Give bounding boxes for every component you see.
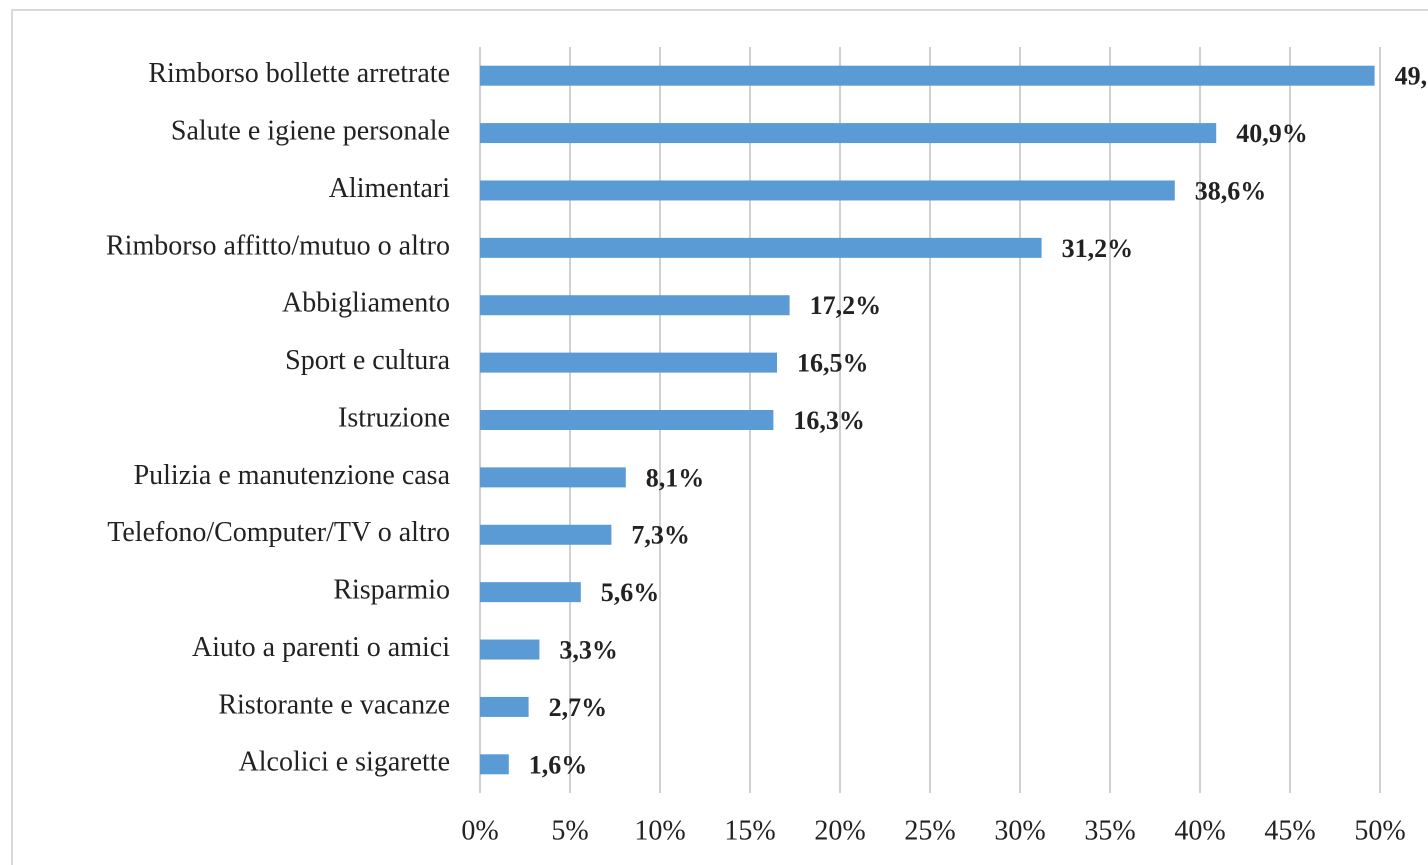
y-tick-label: Sport e cultura	[285, 345, 450, 376]
data-label: 7,3%	[631, 521, 690, 550]
data-label: 16,3%	[793, 406, 865, 435]
chart-frame	[11, 9, 1428, 865]
x-tick-label: 25%	[904, 815, 955, 846]
data-label: 5,6%	[601, 578, 660, 607]
data-label: 1,6%	[529, 750, 588, 779]
y-tick-label: Aiuto a parenti o amici	[192, 632, 450, 663]
y-tick-label: Alimentari	[329, 173, 451, 204]
bar	[480, 696, 529, 717]
data-label: 16,5%	[797, 349, 869, 378]
bar	[480, 237, 1042, 258]
x-tick-label: 50%	[1354, 815, 1405, 846]
x-tick-label: 35%	[1084, 815, 1135, 846]
bar	[480, 295, 790, 316]
y-tick-label: Risparmio	[333, 575, 450, 606]
data-label: 40,9%	[1236, 119, 1308, 148]
data-label: 2,7%	[549, 693, 608, 722]
x-tick-label: 45%	[1264, 815, 1315, 846]
y-tick-label: Abbigliamento	[282, 288, 450, 319]
bar	[480, 123, 1217, 144]
bar	[480, 65, 1375, 86]
x-tick-label: 5%	[551, 815, 588, 846]
bar	[480, 467, 626, 488]
data-label: 38,6%	[1195, 176, 1267, 205]
x-tick-label: 15%	[724, 815, 775, 846]
y-tick-label: Istruzione	[338, 402, 450, 433]
y-tick-label: Alcolici e sigarette	[239, 747, 450, 778]
y-tick-label: Ristorante e vacanze	[218, 689, 450, 720]
x-tick-label: 20%	[814, 815, 865, 846]
bar	[480, 410, 774, 430]
y-tick-label: Rimborso bollette arretrate	[148, 58, 450, 89]
data-label: 31,2%	[1062, 234, 1134, 263]
data-label: 3,3%	[559, 636, 618, 665]
bar	[480, 582, 581, 603]
bar	[480, 639, 540, 660]
y-tick-label: Salute e igiene personale	[171, 115, 450, 146]
x-tick-label: 0%	[461, 815, 498, 846]
x-tick-label: 40%	[1174, 815, 1225, 846]
x-tick-label: 10%	[634, 815, 685, 846]
y-tick-label: Telefono/Computer/TV o altro	[107, 517, 450, 548]
bar	[480, 352, 777, 373]
x-tick-label: 30%	[994, 815, 1045, 846]
bar	[480, 524, 612, 545]
y-tick-label: Rimborso affitto/mutuo o altro	[106, 230, 450, 261]
data-label: 8,1%	[646, 463, 705, 492]
data-label: 49,7%	[1395, 62, 1428, 91]
data-label: 17,2%	[810, 291, 882, 320]
bar	[480, 180, 1175, 201]
y-tick-label: Pulizia e manutenzione casa	[134, 460, 451, 491]
bar	[480, 754, 509, 775]
